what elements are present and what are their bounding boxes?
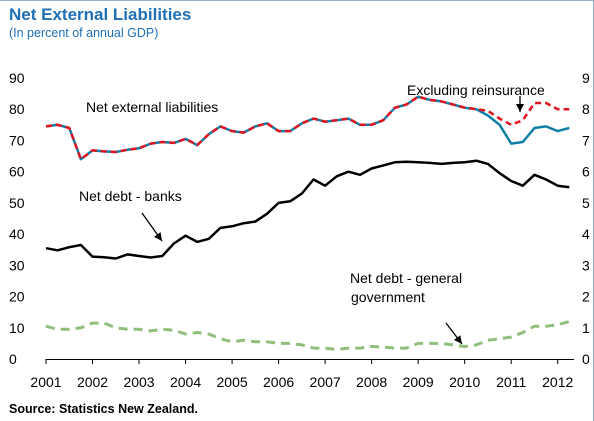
- y-tick-label: 0: [9, 351, 17, 367]
- y-tick-label: 30: [9, 257, 25, 273]
- right-y-tick-label: 4: [582, 226, 590, 242]
- chart-subtitle: (In percent of annual GDP): [9, 26, 159, 40]
- series-line-net-debt-banks: [45, 159, 570, 260]
- right-y-tick-label: 9: [582, 70, 590, 86]
- annotation-arrow-excluding-reinsurance-head: [516, 104, 524, 112]
- series-line-net-debt-general-government: [45, 320, 570, 352]
- annotation-label-net-debt-banks: Net debt - banks: [79, 188, 182, 204]
- y-tick-label: 50: [9, 195, 25, 211]
- chart-title: Net External Liabilities: [9, 5, 192, 24]
- x-tick-label: 2012: [542, 374, 573, 390]
- y-tick-label: 80: [9, 101, 25, 117]
- chart-source-note: Source: Statistics New Zealand.: [9, 402, 198, 416]
- annotation-arrow-net-debt-general-government: [445, 322, 463, 345]
- right-y-tick-label: 1: [582, 320, 590, 336]
- right-y-tick-label: 7: [582, 132, 590, 148]
- x-tick-label: 2007: [310, 374, 341, 390]
- annotation-label-net-debt-general: Net debt - general: [350, 270, 462, 286]
- right-y-tick-label: 2: [582, 289, 590, 305]
- x-tick-label: 2009: [403, 374, 434, 390]
- right-y-tick-label: 8: [582, 101, 590, 117]
- series-line-excluding-reinsurance: [45, 95, 570, 161]
- y-tick-label: 10: [9, 320, 25, 336]
- annotation-arrow-net-debt-general-government-head: [453, 335, 462, 344]
- annotation-label-net-external-liabilities: Net external liabilities: [86, 99, 218, 115]
- annotation-arrow-excluding-reinsurance: [516, 96, 524, 112]
- right-y-tick-label: 5: [582, 195, 590, 211]
- x-tick-label: 2003: [123, 374, 154, 390]
- x-tick-label: 2011: [496, 374, 526, 390]
- annotation-label-government: government: [351, 289, 425, 305]
- x-tick-label: 2010: [449, 374, 480, 390]
- x-tick-label: 2001: [30, 374, 61, 390]
- y-tick-label: 90: [9, 70, 25, 86]
- x-tick-label: 2002: [77, 374, 108, 390]
- annotation-label-excluding-reinsurance: Excluding reinsurance: [407, 82, 545, 98]
- x-tick-label: 2006: [263, 374, 294, 390]
- y-tick-label: 60: [9, 164, 25, 180]
- x-tick-label: 2005: [217, 374, 248, 390]
- right-y-tick-label: 3: [582, 257, 590, 273]
- y-tick-label: 70: [9, 132, 25, 148]
- right-y-tick-label: 0: [582, 351, 590, 367]
- annotation-arrow-net-debt-banks-head: [154, 232, 162, 241]
- x-tick-label: 2008: [356, 374, 387, 390]
- annotation-arrow-net-debt-banks: [141, 212, 163, 242]
- right-y-tick-label: 6: [582, 164, 590, 180]
- y-tick-label: 20: [9, 289, 25, 305]
- y-tick-label: 40: [9, 226, 25, 242]
- x-tick-label: 2004: [170, 374, 201, 390]
